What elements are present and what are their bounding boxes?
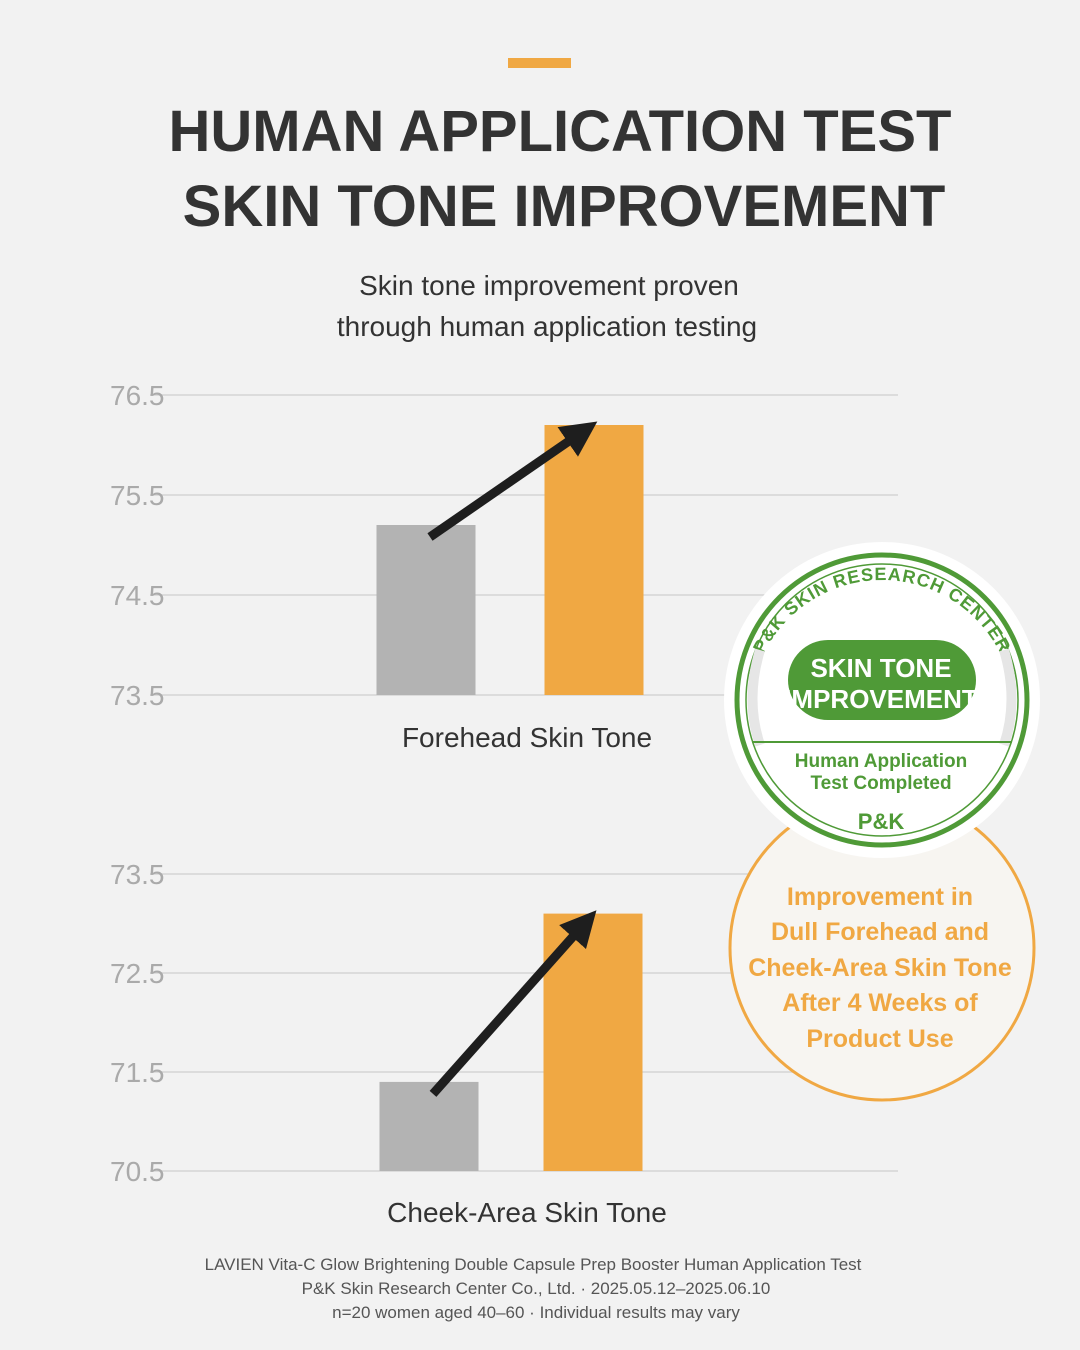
callout-text: Product Use — [806, 1025, 953, 1053]
badge-title: SKIN TONE — [810, 653, 951, 683]
title: SKIN TONE IMPROVEMENT — [183, 174, 946, 239]
trend-arrow — [429, 910, 597, 1097]
footnote: P&K Skin Research Center Co., Ltd. · 202… — [302, 1279, 771, 1298]
badge-subtitle: Human Application — [795, 751, 967, 772]
x-axis-label: Forehead Skin Tone — [402, 722, 652, 753]
callout-text: After 4 Weeks of — [782, 989, 978, 1017]
bar — [379, 1081, 479, 1171]
badge-band — [788, 640, 976, 720]
trend-arrow — [427, 421, 598, 541]
y-tick-label: 71.5 — [110, 1057, 165, 1088]
y-tick-label: 73.5 — [110, 859, 165, 890]
y-tick-label: 72.5 — [110, 958, 165, 989]
badge-title: IMPROVEMENT — [784, 684, 978, 714]
y-tick-label: 75.5 — [110, 480, 165, 511]
title: HUMAN APPLICATION TEST — [169, 99, 952, 164]
badge-ring — [734, 552, 1030, 848]
footnote: n=20 women aged 40–60 · Individual resul… — [332, 1303, 740, 1322]
bar — [544, 425, 644, 695]
y-tick-label: 73.5 — [110, 680, 165, 711]
x-axis-label: Cheek-Area Skin Tone — [387, 1197, 667, 1228]
subtitle: Skin tone improvement proven — [359, 270, 739, 301]
badge-ring — [745, 563, 1019, 837]
y-tick-label: 74.5 — [110, 580, 165, 611]
subtitle: through human application testing — [337, 311, 757, 342]
badge-logo: P&K — [858, 809, 905, 834]
accent-bar — [508, 58, 571, 68]
callout-text: Improvement in — [787, 883, 973, 911]
callout-text: Dull Forehead and — [771, 918, 989, 946]
footnote: LAVIEN Vita-C Glow Brightening Double Ca… — [205, 1255, 862, 1274]
y-tick-label: 76.5 — [110, 380, 165, 411]
badge-subtitle: Test Completed — [810, 773, 951, 794]
y-tick-label: 70.5 — [110, 1156, 165, 1187]
callout-text: Cheek-Area Skin Tone — [748, 954, 1012, 982]
bar — [376, 525, 476, 695]
badge-deco — [999, 648, 1017, 747]
badge-deco — [747, 648, 765, 747]
